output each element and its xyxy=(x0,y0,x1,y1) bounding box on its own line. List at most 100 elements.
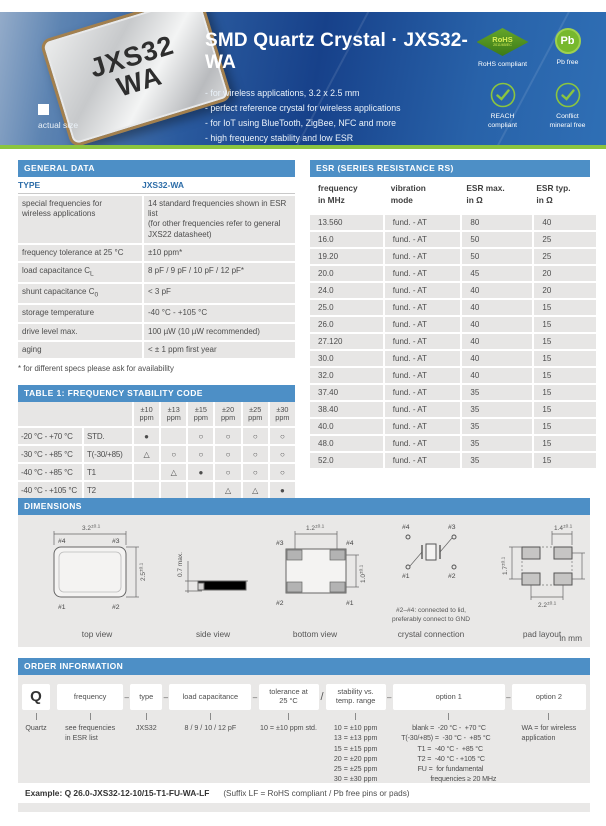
order-part: load capacitance 8 / 9 / 10 / 12 pF xyxy=(169,684,252,733)
svg-text:#4: #4 xyxy=(402,524,410,531)
pad-layout-drawing: 1.4±0.1 1.7±0.1 1.2±0.1 2.2±0.1 xyxy=(496,521,606,643)
bottom-view-drawing: 1.2±0.1 #3 #4 #2 #1 1.0±0.1 bottom view xyxy=(262,521,368,643)
type-value: JXS32-WA xyxy=(142,180,185,190)
pad-layout-diagram: 1.4±0.1 1.7±0.1 1.2±0.1 2.2±0.1 xyxy=(501,524,606,610)
svg-text:#2: #2 xyxy=(112,604,120,611)
table-row: 30.0 fund. - AT 40 15 xyxy=(310,350,596,366)
table-row: -40 °C - +105 °C T2 △ △ ● xyxy=(18,482,295,499)
table-row: 37.40 fund. - AT 35 15 xyxy=(310,384,596,400)
svg-text:#3: #3 xyxy=(112,538,120,545)
bottom-view-diagram: 1.2±0.1 #3 #4 #2 #1 1.0±0.1 xyxy=(276,524,368,608)
page-title: SMD Quartz Crystal · JXS32-WA xyxy=(205,30,469,73)
unit-note: in mm xyxy=(559,633,582,643)
side-view-drawing: 0.7 max. side view xyxy=(170,521,256,643)
dimensions-header: DIMENSIONS xyxy=(18,498,590,515)
table-row: 13.560 fund. - AT 80 40 xyxy=(310,214,596,230)
badge-conflict-mineral: Conflict mineral free xyxy=(537,82,598,130)
table-row: frequency tolerance at 25 °C ±10 ppm* xyxy=(18,244,295,262)
esr-table: 13.560 fund. - AT 80 40 16.0 fund. - AT 50 25 … xyxy=(310,214,596,468)
svg-text:3.2±0.1: 3.2±0.1 xyxy=(82,524,101,533)
table-row: storage temperature -40 °C - +105 °C xyxy=(18,305,295,322)
accent-divider xyxy=(0,145,606,149)
order-part: option 2 WA = for wireless application xyxy=(511,684,586,744)
type-row: TYPE JXS32-WA xyxy=(18,177,295,194)
table-row: special frequencies for wireless applica… xyxy=(18,196,295,243)
stability-table-header: TABLE 1: FREQUENCY STABILITY CODE xyxy=(18,385,295,403)
stability-table-section: TABLE 1: FREQUENCY STABILITY CODE ±10 pp… xyxy=(18,385,295,512)
general-data-table: special frequencies for wireless applica… xyxy=(18,196,295,359)
crystal-marking: JXS32 WA xyxy=(86,30,178,103)
top-view-diagram: 3.2±0.1 #4 #3 #1 #2 2.5±0.1 xyxy=(53,524,148,611)
svg-text:#1: #1 xyxy=(346,600,354,607)
hero-text-block: SMD Quartz Crystal · JXS32-WA - for wire… xyxy=(205,30,470,145)
svg-text:1.0±0.1: 1.0±0.1 xyxy=(359,564,368,583)
dimensions-section: DIMENSIONS 3.2±0.1 #4 #3 #1 #2 2.5±0.1 xyxy=(18,498,606,647)
svg-text:2.5±0.1: 2.5±0.1 xyxy=(139,562,148,581)
badge-rohs: RoHS 2011/65/EC RoHS compliant xyxy=(472,28,533,69)
order-part: Q Quartz xyxy=(22,684,50,733)
side-view-diagram: 0.7 max. xyxy=(177,552,248,593)
esr-section: ESR (SERIES RESISTANCE RS) frequency in … xyxy=(310,160,596,468)
badge-label: RoHS compliant xyxy=(477,61,528,68)
svg-text:1.2±0.1: 1.2±0.1 xyxy=(306,524,325,533)
svg-text:0.7 max.: 0.7 max. xyxy=(177,552,184,577)
compliance-badges: RoHS 2011/65/EC RoHS compliant Pb Pb fre… xyxy=(472,28,598,130)
svg-text:#1: #1 xyxy=(58,604,66,611)
connection-note: #2–#4: connected to lid, preferably conn… xyxy=(391,607,471,624)
checkmark-icon xyxy=(555,83,580,108)
order-part: stability vs. temp. range 10 = ±10 ppm 1… xyxy=(325,684,386,785)
order-information-header: ORDER INFORMATION xyxy=(18,658,590,675)
feature-bullet: - for IoT using BlueTooth, ZigBee, NFC a… xyxy=(205,118,397,128)
crystal-connection-diagram: #4 #3 #1 #2 xyxy=(402,524,457,580)
actual-size-square xyxy=(38,104,49,115)
stability-table: ±10 ppm ±13 ppm ±15 ppm ±20 ppm ±25 ppm … xyxy=(18,402,295,427)
feature-bullet: - for wireless applications, 3.2 x 2.5 m… xyxy=(205,88,360,98)
table-row: 32.0 fund. - AT 40 15 xyxy=(310,367,596,383)
order-code-builder: Q Quartz frequency see frequencies in ES… xyxy=(18,675,590,812)
badge-pb-free: Pb Pb free xyxy=(537,28,598,69)
crystal-connection-drawing: #4 #3 #1 #2 #2–#4: connected to lid, pre… xyxy=(374,521,488,643)
badge-label: REACH compliant xyxy=(487,113,518,129)
svg-text:1.7±0.1: 1.7±0.1 xyxy=(501,556,510,575)
dimensions-drawings: 3.2±0.1 #4 #3 #1 #2 2.5±0.1 top view xyxy=(18,515,606,647)
table-row: aging < ± 1 ppm first year xyxy=(18,341,295,359)
svg-text:#3: #3 xyxy=(276,540,284,547)
checkmark-icon xyxy=(490,83,515,108)
feature-bullet: - high frequency stability and low ESR xyxy=(205,133,354,143)
order-example-code: Example: Q 26.0-JXS32-12-10/15-T1-FU-WA-… xyxy=(25,788,210,798)
actual-size-indicator: actual size xyxy=(38,104,78,130)
general-data-footnote: * for different specs please ask for ava… xyxy=(18,364,174,374)
feature-bullets: - for wireless applications, 3.2 x 2.5 m… xyxy=(205,86,470,145)
table-row: 27.120 fund. - AT 40 15 xyxy=(310,333,596,349)
table-row: drive level max. 100 µW (10 µW recommend… xyxy=(18,323,295,340)
table-row: 19.20 fund. - AT 50 25 xyxy=(310,248,596,264)
svg-text:#1: #1 xyxy=(402,573,410,579)
svg-text:#4: #4 xyxy=(346,540,354,547)
svg-text:#3: #3 xyxy=(448,524,456,531)
order-example: Example: Q 26.0-JXS32-12-10/15-T1-FU-WA-… xyxy=(18,783,590,803)
table-row: 20.0 fund. - AT 45 20 xyxy=(310,265,596,281)
table-row: 52.0 fund. - AT 35 15 xyxy=(310,452,596,468)
table-row: 48.0 fund. - AT 35 15 xyxy=(310,435,596,451)
table-row: -40 °C - +85 °C T1 △ ● ○ ○ ○ xyxy=(18,464,295,481)
general-data-header: GENERAL DATA xyxy=(18,160,295,177)
svg-text:#2: #2 xyxy=(276,600,284,607)
svg-text:1.4±0.1: 1.4±0.1 xyxy=(554,524,573,533)
pb-free-icon: Pb xyxy=(554,28,581,54)
order-part: type JXS32 xyxy=(130,684,163,733)
table-row: 26.0 fund. - AT 40 15 xyxy=(310,316,596,332)
badge-label: Pb free xyxy=(556,59,579,66)
left-column: GENERAL DATA TYPE JXS32-WA special frequ… xyxy=(18,160,295,512)
svg-text:#4: #4 xyxy=(58,538,66,545)
svg-text:#2: #2 xyxy=(448,573,456,579)
svg-text:2.2±0.1: 2.2±0.1 xyxy=(538,601,557,610)
table-row: -30 °C - +85 °C T(-30/+85) △ ○ ○ ○ ○ ○ xyxy=(18,446,295,463)
actual-size-label: actual size xyxy=(38,120,79,130)
table-row: 40.0 fund. - AT 35 15 xyxy=(310,418,596,434)
table-row: 25.0 fund. - AT 40 15 xyxy=(310,299,596,315)
esr-header: ESR (SERIES RESISTANCE RS) xyxy=(310,160,590,177)
order-part: frequency see frequencies in ESR list xyxy=(57,684,124,744)
header-hero: JXS32 WA actual size SMD Quartz Crystal … xyxy=(0,12,606,145)
table-row: 24.0 fund. - AT 40 20 xyxy=(310,282,596,298)
table-row: 16.0 fund. - AT 50 25 xyxy=(310,231,596,247)
